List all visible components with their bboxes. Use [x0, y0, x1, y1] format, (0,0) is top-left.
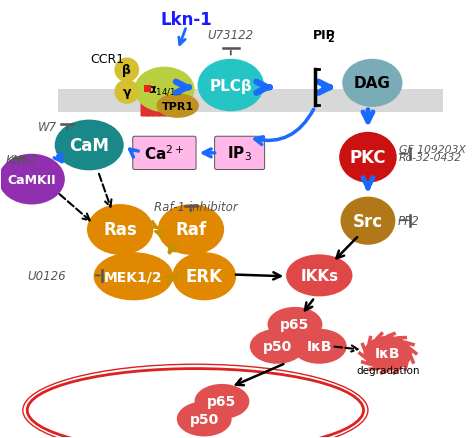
Text: β: β: [122, 64, 131, 77]
Ellipse shape: [177, 402, 232, 436]
Ellipse shape: [160, 76, 173, 88]
Ellipse shape: [194, 384, 249, 419]
Ellipse shape: [339, 133, 397, 183]
Text: CCR1: CCR1: [90, 53, 124, 66]
Text: U73122: U73122: [208, 29, 254, 42]
Ellipse shape: [292, 329, 346, 364]
Text: PKC: PKC: [350, 149, 386, 167]
Text: IκB: IκB: [307, 339, 332, 353]
Ellipse shape: [93, 253, 173, 300]
Ellipse shape: [114, 58, 139, 83]
Text: GF 109203X: GF 109203X: [399, 145, 466, 155]
Ellipse shape: [55, 120, 124, 171]
Text: IκB: IκB: [375, 346, 401, 360]
FancyBboxPatch shape: [152, 85, 160, 117]
Ellipse shape: [267, 307, 322, 342]
Ellipse shape: [173, 253, 236, 300]
Text: PLCβ: PLCβ: [210, 78, 252, 93]
Ellipse shape: [342, 60, 402, 108]
Ellipse shape: [156, 94, 199, 119]
Text: U0126: U0126: [27, 269, 66, 282]
Text: CaMKII: CaMKII: [8, 173, 56, 186]
Text: TPR1: TPR1: [162, 101, 194, 111]
Ellipse shape: [0, 154, 65, 205]
Ellipse shape: [198, 60, 264, 112]
Text: p65: p65: [280, 318, 310, 332]
Text: α$_{14/16}$: α$_{14/16}$: [147, 84, 182, 97]
Text: Ca$^{2+}$: Ca$^{2+}$: [144, 144, 184, 163]
Text: Raf: Raf: [175, 221, 207, 239]
FancyBboxPatch shape: [164, 85, 172, 117]
FancyBboxPatch shape: [140, 85, 148, 117]
Text: p50: p50: [190, 412, 219, 426]
FancyBboxPatch shape: [133, 137, 196, 170]
Ellipse shape: [158, 205, 224, 255]
Ellipse shape: [286, 255, 353, 297]
Ellipse shape: [87, 205, 154, 255]
Text: Ras: Ras: [103, 221, 137, 239]
FancyBboxPatch shape: [146, 85, 154, 117]
Text: p50: p50: [263, 339, 292, 353]
FancyBboxPatch shape: [175, 85, 183, 117]
Text: KN62: KN62: [6, 154, 37, 166]
Text: Src: Src: [353, 212, 383, 230]
Text: p65: p65: [207, 395, 237, 409]
FancyBboxPatch shape: [215, 137, 264, 170]
FancyBboxPatch shape: [158, 85, 166, 117]
Text: Lkn-1: Lkn-1: [161, 11, 212, 29]
Ellipse shape: [364, 336, 412, 371]
FancyBboxPatch shape: [145, 86, 151, 92]
Text: 2: 2: [327, 34, 334, 44]
Text: IP$_3$: IP$_3$: [227, 144, 252, 163]
Text: degradation: degradation: [356, 365, 419, 375]
Text: PP2: PP2: [398, 214, 420, 227]
Text: PIP: PIP: [313, 29, 336, 42]
Text: W7: W7: [38, 121, 57, 134]
FancyBboxPatch shape: [58, 90, 443, 113]
Text: CaM: CaM: [69, 137, 109, 155]
Ellipse shape: [250, 329, 305, 364]
Text: Raf-1 inhibitor: Raf-1 inhibitor: [154, 200, 237, 213]
Text: DAG: DAG: [354, 76, 391, 91]
Text: MEK1/2: MEK1/2: [104, 270, 163, 284]
Text: γ: γ: [123, 86, 131, 99]
Text: Ro-32-0432: Ro-32-0432: [399, 153, 462, 163]
Ellipse shape: [134, 67, 194, 113]
Text: ERK: ERK: [186, 268, 223, 286]
Text: IKKs: IKKs: [300, 268, 338, 283]
FancyBboxPatch shape: [169, 85, 177, 117]
Ellipse shape: [340, 197, 395, 245]
Ellipse shape: [114, 80, 139, 105]
